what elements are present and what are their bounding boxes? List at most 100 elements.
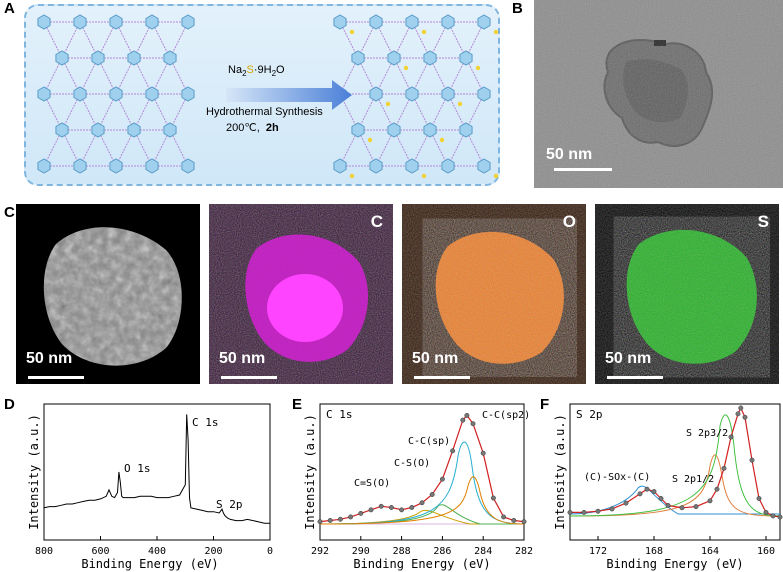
- lattice-node: [91, 122, 105, 138]
- lattice-node: [145, 14, 159, 30]
- map-carbon: C 50 nm: [209, 204, 393, 384]
- sulfur-dot: [475, 65, 481, 71]
- chart-d-xlabel: Binding Energy (eV): [81, 557, 218, 571]
- map-oxygen-element: O: [562, 212, 576, 231]
- data-point: [756, 496, 762, 501]
- lattice-bond: [393, 129, 413, 167]
- reagent-sub-h2o: 2: [271, 69, 277, 79]
- lattice-bond: [43, 21, 63, 59]
- chart-f-annot-sox: (C)-SOx-(C): [584, 472, 650, 483]
- chart-d-annot-o1s: O 1s: [124, 462, 151, 475]
- data-point: [464, 412, 470, 418]
- chart-e-c1s: 292 290 288 286 284 282 C 1s C=S(O) C-S(O) C-…: [303, 403, 533, 571]
- lattice-node: [73, 86, 87, 102]
- lattice-node: [181, 14, 195, 30]
- sulfur-dot: [439, 137, 445, 143]
- chart-f-ylabel: Intensity (a.u.): [553, 414, 567, 530]
- panel-label-a: A: [4, 0, 15, 17]
- chart-d-frame: [43, 403, 271, 541]
- data-point: [609, 506, 615, 512]
- lattice-bond: [115, 57, 135, 95]
- lattice-node: [181, 158, 195, 174]
- lattice-bond: [339, 21, 359, 59]
- lattice-bond: [151, 93, 171, 131]
- condition-text: 200℃, 2h: [226, 121, 279, 134]
- data-point: [721, 465, 727, 471]
- lattice-bond: [447, 93, 467, 131]
- chart-e-frame: [319, 403, 525, 541]
- lattice-node: [387, 122, 401, 138]
- lattice-node: [163, 50, 177, 66]
- data-point: [749, 457, 755, 463]
- data-point: [651, 489, 657, 494]
- panel-label-b: B: [512, 0, 523, 17]
- lattice-bond: [393, 93, 413, 131]
- data-point: [693, 504, 699, 510]
- chart-e-annot-cso: C=S(O): [354, 478, 390, 489]
- map-oxygen: O 50 nm: [402, 204, 586, 384]
- data-point: [337, 516, 343, 522]
- data-point: [480, 450, 486, 456]
- reagent-sub2: 2: [242, 69, 247, 79]
- lattice-node: [423, 122, 437, 138]
- sulfur-dot: [493, 173, 499, 179]
- method-text: Hydrothermal Synthesis: [206, 106, 323, 118]
- lattice-bond: [151, 129, 171, 167]
- lattice-bond: [97, 129, 117, 167]
- lattice-bond: [411, 21, 431, 59]
- chart-e-xticks: 292 290 288 286 284 282: [311, 536, 533, 557]
- lattice-bond: [115, 129, 135, 167]
- lattice-bond: [133, 129, 153, 167]
- map-sulfur-element: S: [757, 212, 769, 231]
- data-point: [567, 509, 573, 515]
- lattice-node: [145, 86, 159, 102]
- lattice-bond: [133, 57, 153, 95]
- lattice-node: [459, 50, 473, 66]
- map-sulfur-scale-label: 50 nm: [605, 350, 652, 367]
- lattice-bond: [339, 129, 359, 167]
- chart-f-peak-sox: [569, 485, 780, 515]
- xtick-label: 160: [757, 546, 775, 557]
- map-sulfur: S 50 nm: [595, 204, 779, 384]
- lattice-bond: [169, 93, 189, 131]
- lattice-bond: [393, 57, 413, 95]
- lattice-node: [441, 158, 455, 174]
- lattice-bond: [79, 57, 99, 95]
- lattice-bond: [169, 21, 189, 59]
- lattice-bond: [169, 129, 189, 167]
- chart-d-survey: 800 600 400 200 0 C 1s O 1s S 2p Binding Ene…: [27, 403, 273, 571]
- lattice-node: [55, 50, 69, 66]
- lattice-node: [351, 50, 365, 66]
- data-point: [368, 507, 374, 513]
- data-point: [707, 498, 713, 504]
- xtick-label: 290: [352, 546, 370, 557]
- xtick-label: 172: [589, 546, 607, 557]
- lattice-bond: [357, 21, 377, 59]
- data-point: [409, 505, 415, 510]
- lattice-node: [441, 14, 455, 30]
- lattice-bond: [447, 57, 467, 95]
- lattice-bond: [393, 21, 413, 59]
- xtick-label: 400: [148, 546, 166, 557]
- lattice-bond: [151, 57, 171, 95]
- lattice-node: [369, 158, 383, 174]
- chart-e-title: C 1s: [326, 408, 353, 421]
- data-point: [728, 434, 734, 440]
- lattice-bond: [429, 21, 449, 59]
- lattice-node: [405, 158, 419, 174]
- chart-f-frame: [569, 403, 781, 541]
- synthesis-schematic: Na2S·9H2O Hydrothermal Synthesis 200℃, 2…: [24, 4, 500, 186]
- xtick-label: 0: [267, 546, 273, 557]
- map-sulfur-scale-bar: [607, 376, 663, 379]
- data-point: [770, 513, 776, 519]
- lattice-node: [459, 122, 473, 138]
- lattice-bond: [357, 57, 377, 95]
- lattice-bond: [411, 93, 431, 131]
- chart-e-fit-line: [319, 414, 525, 523]
- lattice-bond: [97, 93, 117, 131]
- data-point: [439, 476, 445, 482]
- data-point: [777, 514, 783, 520]
- chart-f-xticks: 172 168 164 160: [589, 536, 775, 557]
- lattice-bond: [429, 57, 449, 95]
- data-point: [714, 486, 720, 492]
